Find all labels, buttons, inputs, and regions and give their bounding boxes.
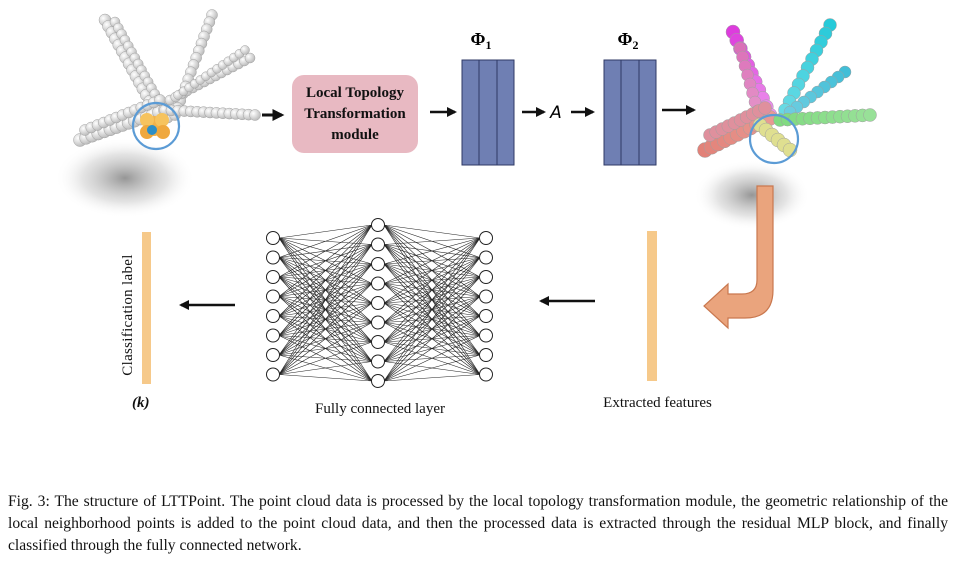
fc-connection xyxy=(383,237,481,323)
fc-connection xyxy=(383,237,481,343)
point xyxy=(863,108,877,122)
operator-label: A xyxy=(549,103,562,123)
fc-neuron xyxy=(479,250,493,265)
highlighted-neighborhood xyxy=(131,101,181,151)
fc-neuron xyxy=(479,328,493,343)
phi1-label: Φ1 xyxy=(471,29,492,52)
fc-neuron xyxy=(371,374,385,388)
fc-connection xyxy=(383,224,481,239)
fc-neuron xyxy=(266,250,280,265)
phi2-label: Φ2 xyxy=(618,29,639,52)
phi2-block xyxy=(603,59,657,166)
fc-connection xyxy=(278,224,373,336)
fc-neuron xyxy=(479,289,493,304)
input-point-cloud xyxy=(55,9,261,218)
fc-connection xyxy=(278,283,373,375)
fc-neuron xyxy=(479,367,493,382)
fc-neuron xyxy=(479,348,493,362)
fc-connection xyxy=(383,335,481,382)
fc-neuron xyxy=(266,348,280,362)
point xyxy=(758,101,772,115)
fc-connection xyxy=(278,224,373,317)
fc-neuron xyxy=(371,276,385,291)
lttpoint-architecture-diagram: Φ1 A Φ2 xyxy=(55,9,877,388)
fc-connection xyxy=(383,354,481,382)
fc-neuron xyxy=(266,270,280,284)
phi1-block xyxy=(461,59,515,166)
fc-neuron xyxy=(266,309,280,323)
neighborhood-circle xyxy=(131,101,181,151)
fc-connection xyxy=(383,237,481,284)
fc-connection xyxy=(278,374,373,382)
fully-connected-network xyxy=(266,218,493,388)
fully-connected-layer-label: Fully connected layer xyxy=(315,401,445,417)
output-neighborhood-circle xyxy=(748,113,800,165)
fc-neuron xyxy=(266,231,280,245)
fc-neuron xyxy=(266,328,280,343)
fc-connection xyxy=(278,224,373,239)
classification-label-bar xyxy=(142,232,151,384)
fc-neuron xyxy=(479,231,493,245)
fc-connection xyxy=(278,322,373,375)
fc-neuron xyxy=(371,335,385,349)
fc-connection xyxy=(383,237,481,304)
fc-neuron xyxy=(479,309,493,323)
fc-neuron xyxy=(371,354,385,369)
fc-connection xyxy=(383,257,481,382)
curved-return-arrow xyxy=(703,185,774,330)
point xyxy=(240,45,250,55)
fc-connection xyxy=(278,244,373,375)
local-topology-transformation-module: Local Topology Transformation module xyxy=(292,75,418,153)
fc-connection xyxy=(278,224,373,375)
gray-airplane-points xyxy=(73,9,261,147)
fc-connection xyxy=(278,224,373,278)
module-line-3: module xyxy=(331,126,379,143)
fc-connection xyxy=(278,224,373,356)
fc-neuron xyxy=(371,296,385,310)
fc-neuron xyxy=(371,237,385,252)
fc-connection xyxy=(383,374,481,382)
fc-connection xyxy=(278,224,373,297)
fc-connection xyxy=(383,296,481,382)
colored-cloud-shadow xyxy=(694,160,810,230)
fc-connection xyxy=(383,237,481,265)
fc-neuron xyxy=(371,257,385,271)
module-line-1: Local Topology xyxy=(306,84,404,101)
fc-neuron xyxy=(371,218,385,232)
classification-label-text: Classification label xyxy=(120,254,136,376)
module-line-2: Transformation xyxy=(304,105,406,122)
figure-caption: Fig. 3: The structure of LTTPoint. The p… xyxy=(8,493,948,554)
point xyxy=(244,52,256,64)
fc-connection xyxy=(383,276,481,382)
fc-neuron xyxy=(266,367,280,382)
point xyxy=(249,109,261,121)
extracted-features-bar xyxy=(647,231,657,381)
fc-neuron xyxy=(479,270,493,284)
fc-connection xyxy=(383,237,481,382)
k-label: (k) xyxy=(132,395,150,411)
fc-neuron xyxy=(266,289,280,304)
extracted-features-label: Extracted features xyxy=(603,395,712,411)
fc-neuron xyxy=(371,315,385,330)
colored-airplane-points xyxy=(697,18,877,158)
output-point-cloud xyxy=(694,18,877,230)
fc-connection xyxy=(383,315,481,382)
fc-connection xyxy=(278,302,373,375)
fc-connection xyxy=(278,361,373,375)
fc-connection xyxy=(383,237,481,362)
cloud-shadow xyxy=(55,138,195,218)
fc-connection xyxy=(278,263,373,375)
fc-connection xyxy=(278,224,373,258)
fc-connection xyxy=(278,341,373,375)
fc-connection xyxy=(383,237,481,245)
